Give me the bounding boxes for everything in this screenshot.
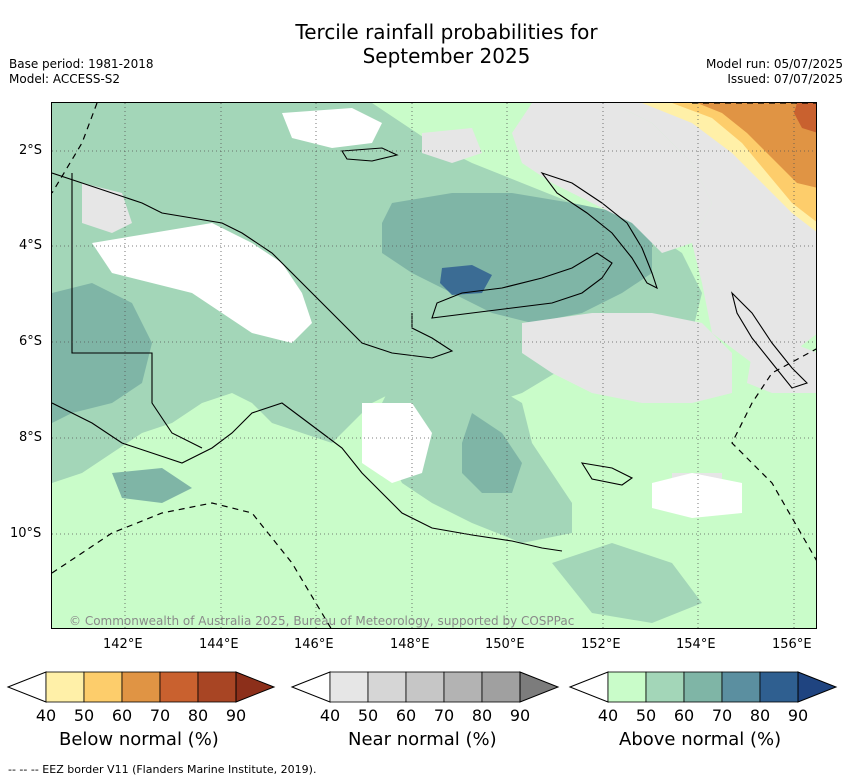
- below-colorbar-tick-40: 40: [35, 706, 57, 725]
- copyright-notice: © Commonwealth of Australia 2025, Bureau…: [69, 614, 575, 628]
- near-colorbar-tick-50: 50: [357, 706, 379, 725]
- above-colorbar-tick-80: 80: [749, 706, 771, 725]
- near-colorbar-tick-80: 80: [471, 706, 493, 725]
- above-colorbar-segment-4: [721, 671, 761, 703]
- no-dominant-west: [92, 223, 312, 343]
- below-colorbar-tick-50: 50: [73, 706, 95, 725]
- above-colorbar-tick-50: 50: [635, 706, 657, 725]
- lat-label-4s: 4°S: [19, 238, 43, 253]
- new-britain-coast: [431, 252, 613, 319]
- near-normal-title: Near normal (%): [348, 729, 497, 750]
- near-normal-southeast: [522, 313, 732, 403]
- below-colorbar-segment-1: [45, 671, 85, 703]
- near-normal-patch: [422, 128, 482, 163]
- manus-island: [341, 147, 399, 162]
- above-normal-title: Above normal (%): [619, 729, 782, 750]
- lon-label-148e: 148°E: [390, 637, 430, 652]
- near-colorbar-segment-1: [329, 671, 369, 703]
- near-colorbar-low-extension: [290, 671, 331, 703]
- above-normal-80-core: [440, 265, 492, 295]
- below-colorbar-segment-5: [197, 671, 237, 703]
- above-colorbar-tick-60: 60: [673, 706, 695, 725]
- near-normal-far-east: [747, 343, 816, 393]
- lon-label-150e: 150°E: [485, 637, 525, 652]
- near-colorbar-tick-90: 90: [509, 706, 531, 725]
- above-colorbar-segment-5: [759, 671, 799, 703]
- eez-borders: [52, 103, 816, 628]
- eez-east: [731, 348, 816, 561]
- near-colorbar-tick-60: 60: [395, 706, 417, 725]
- lon-label-154e: 154°E: [676, 637, 716, 652]
- below-normal-80-region: [794, 103, 816, 133]
- lat-label-10s: 10°S: [10, 526, 42, 541]
- above-colorbar-low-extension: [568, 671, 609, 703]
- no-dominant-east: [652, 473, 742, 518]
- near-colorbar-segment-3: [405, 671, 445, 703]
- near-normal-northeast: [512, 103, 712, 253]
- new-ireland-coast: [540, 171, 658, 290]
- eez-west: [52, 103, 98, 194]
- lon-label-152e: 152°E: [581, 637, 621, 652]
- model-name: Model: ACCESS-S2: [9, 72, 121, 86]
- below-colorbar-tick-80: 80: [187, 706, 209, 725]
- lat-label-6s: 6°S: [19, 334, 43, 349]
- near-colorbar-segment-5: [481, 671, 521, 703]
- below-colorbar-tick-60: 60: [111, 706, 133, 725]
- coastlines: [52, 147, 809, 552]
- png-border: [71, 173, 203, 449]
- above-colorbar-tick-90: 90: [787, 706, 809, 725]
- above-colorbar-segment-3: [683, 671, 723, 703]
- bougainville-coast: [730, 291, 809, 389]
- base-period: Base period: 1981-2018: [9, 57, 154, 71]
- issued-date: Issued: 07/07/2025: [727, 72, 843, 86]
- title-line-1: Tercile rainfall probabilities for: [295, 20, 598, 44]
- below-colorbar-segment-3: [121, 671, 161, 703]
- title-line-2: September 2025: [362, 44, 531, 68]
- near-colorbar-high-extension: [519, 671, 560, 703]
- above-colorbar-tick-70: 70: [711, 706, 733, 725]
- below-colorbar-tick-70: 70: [149, 706, 171, 725]
- above-normal-70-south: [462, 413, 522, 493]
- d-entrecasteaux-islands: [580, 462, 634, 486]
- near-normal-colorbar: [290, 671, 560, 703]
- above-colorbar-tick-40: 40: [597, 706, 619, 725]
- above-colorbar-high-extension: [797, 671, 838, 703]
- rainfall-map: [51, 102, 817, 629]
- below-colorbar-segment-4: [159, 671, 199, 703]
- eez-border-note: -- -- -- EEZ border V11 (Flanders Marine…: [8, 763, 317, 776]
- new-guinea-south-coast: [52, 402, 563, 552]
- colorbar-group: [6, 671, 838, 703]
- above-colorbar-segment-1: [607, 671, 647, 703]
- below-colorbar-low-extension: [6, 671, 47, 703]
- lat-label-8s: 8°S: [19, 430, 43, 445]
- below-normal-colorbar: [6, 671, 276, 703]
- below-normal-title: Below normal (%): [59, 729, 219, 750]
- below-colorbar-high-extension: [235, 671, 276, 703]
- near-colorbar-segment-2: [367, 671, 407, 703]
- model-info: Base period: 1981-2018 Model: ACCESS-S2: [9, 57, 154, 87]
- map-title: Tercile rainfall probabilities for Septe…: [0, 20, 850, 68]
- model-run-date: Model run: 05/07/2025: [705, 57, 843, 71]
- near-colorbar-segment-4: [443, 671, 483, 703]
- below-colorbar-segment-2: [83, 671, 123, 703]
- no-dominant-south: [362, 403, 432, 483]
- new-guinea-north-coast: [52, 172, 454, 359]
- map-canvas: [52, 103, 816, 628]
- near-colorbar-tick-70: 70: [433, 706, 455, 725]
- near-colorbar-tick-40: 40: [319, 706, 341, 725]
- above-normal-60-southeast: [552, 543, 702, 623]
- above-colorbar-segment-2: [645, 671, 685, 703]
- lon-label-142e: 142°E: [103, 637, 143, 652]
- above-normal-70-southwest: [112, 468, 192, 503]
- lon-label-144e: 144°E: [199, 637, 239, 652]
- lon-label-156e: 156°E: [772, 637, 812, 652]
- below-colorbar-tick-90: 90: [225, 706, 247, 725]
- below-normal-70-region: [697, 103, 816, 188]
- lon-label-146e: 146°E: [294, 637, 334, 652]
- run-info: Model run: 05/07/2025 Issued: 07/07/2025: [706, 57, 843, 87]
- no-dominant-north: [282, 108, 382, 148]
- eez-south: [52, 502, 332, 628]
- lat-label-2s: 2°S: [19, 143, 43, 158]
- above-normal-colorbar: [568, 671, 838, 703]
